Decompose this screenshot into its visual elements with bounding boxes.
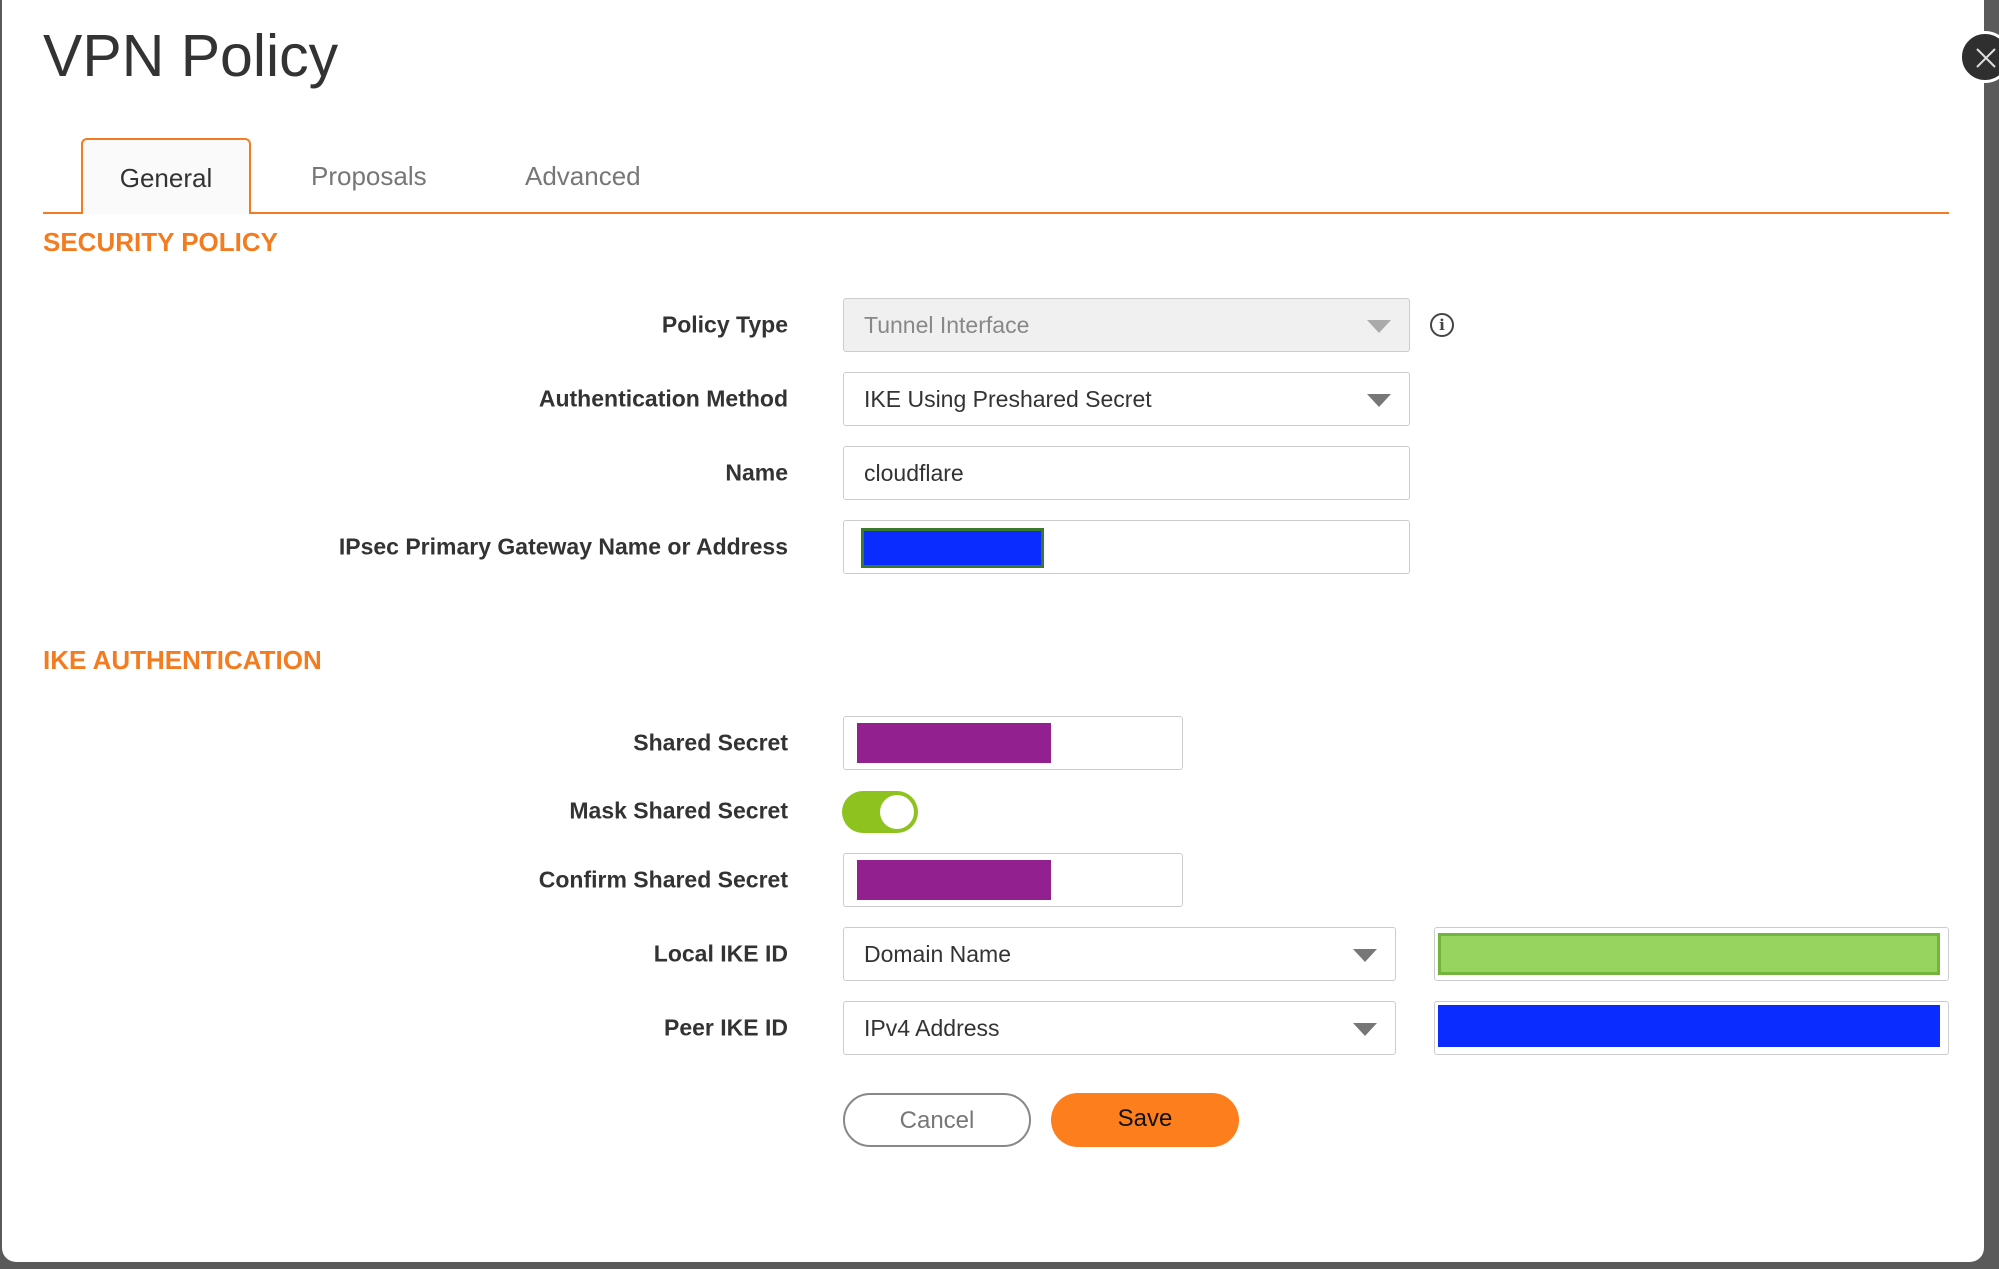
- redacted-confirm-secret: [857, 860, 1051, 900]
- mask-shared-secret-toggle[interactable]: [842, 791, 918, 833]
- redacted-peer-ike-id: [1438, 1005, 1940, 1047]
- confirm-shared-secret-input[interactable]: [843, 853, 1183, 907]
- redacted-local-ike-id: [1438, 933, 1940, 975]
- auth-method-value: IKE Using Preshared Secret: [864, 386, 1152, 412]
- tab-advanced[interactable]: Advanced: [525, 161, 641, 191]
- tab-general[interactable]: General: [81, 138, 251, 214]
- name-input[interactable]: cloudflare: [843, 446, 1410, 500]
- close-icon: [1976, 48, 1996, 68]
- info-icon[interactable]: i: [1430, 313, 1454, 337]
- gateway-input[interactable]: [843, 520, 1410, 574]
- tab-bar: General Proposals Advanced: [43, 138, 1949, 214]
- policy-type-select[interactable]: Tunnel Interface: [843, 298, 1410, 352]
- local-ike-id-type: Domain Name: [864, 941, 1011, 967]
- tab-proposals[interactable]: Proposals: [311, 161, 427, 191]
- chevron-down-icon: [1353, 1023, 1377, 1036]
- local-ike-id-select[interactable]: Domain Name: [843, 927, 1396, 981]
- toggle-knob: [880, 795, 914, 829]
- peer-ike-id-type: IPv4 Address: [864, 1015, 1000, 1041]
- cancel-button[interactable]: Cancel: [843, 1093, 1031, 1147]
- name-value: cloudflare: [864, 460, 964, 486]
- section-ike-authentication: IKE AUTHENTICATION: [43, 645, 322, 675]
- shared-secret-label: Shared Secret: [633, 729, 788, 756]
- section-security-policy: SECURITY POLICY: [43, 227, 279, 257]
- name-label: Name: [725, 459, 788, 486]
- auth-method-select[interactable]: IKE Using Preshared Secret: [843, 372, 1410, 426]
- auth-method-label: Authentication Method: [538, 385, 788, 412]
- gateway-label: IPsec Primary Gateway Name or Address: [338, 533, 788, 560]
- policy-type-value: Tunnel Interface: [864, 312, 1030, 338]
- chevron-down-icon: [1367, 394, 1391, 407]
- save-button[interactable]: Save: [1051, 1093, 1239, 1147]
- close-button[interactable]: [1959, 31, 1999, 83]
- chevron-down-icon: [1367, 320, 1391, 333]
- chevron-down-icon: [1353, 949, 1377, 962]
- shared-secret-input[interactable]: [843, 716, 1183, 770]
- peer-ike-id-label: Peer IKE ID: [664, 1014, 788, 1041]
- confirm-shared-secret-label: Confirm Shared Secret: [538, 866, 788, 893]
- redacted-gateway: [861, 528, 1044, 568]
- policy-type-label: Policy Type: [661, 311, 788, 338]
- peer-ike-id-select[interactable]: IPv4 Address: [843, 1001, 1396, 1055]
- local-ike-id-label: Local IKE ID: [653, 940, 788, 967]
- local-ike-id-input[interactable]: [1434, 927, 1949, 981]
- redacted-shared-secret: [857, 723, 1051, 763]
- dialog-title: VPN Policy: [43, 23, 339, 89]
- peer-ike-id-input[interactable]: [1434, 1001, 1949, 1055]
- mask-shared-secret-label: Mask Shared Secret: [569, 797, 788, 824]
